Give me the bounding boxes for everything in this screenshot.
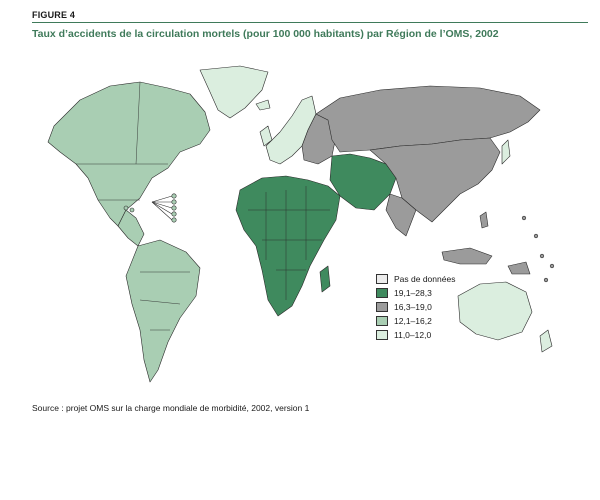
figure-title: Taux d’accidents de la circulation morte… [32, 28, 499, 40]
region-australia [457, 281, 533, 341]
header-rule [32, 22, 588, 23]
legend-item-low: 12,1–16,2 [376, 314, 455, 328]
legend-swatch [376, 302, 388, 312]
region-iceland [255, 99, 271, 111]
legend-item-no-data: Pas de données [376, 272, 455, 286]
region-africa [235, 175, 341, 317]
legend-label: 11,0–12,0 [394, 330, 432, 340]
region-north-america [47, 81, 211, 227]
caribbean-callouts [123, 193, 177, 223]
source-note: Source : projet OMS sur la charge mondia… [32, 403, 310, 413]
legend-label: 12,1–16,2 [394, 316, 432, 326]
legend-item-lowest: 11,0–12,0 [376, 328, 455, 342]
legend-swatch [376, 288, 388, 298]
region-uk [259, 125, 273, 147]
legend-label: 19,1–28,3 [394, 288, 432, 298]
region-madagascar [319, 265, 331, 293]
legend-swatch [376, 316, 388, 326]
region-greenland [199, 65, 269, 119]
region-south-east-asia [369, 137, 501, 223]
region-russia [315, 85, 541, 153]
region-japan [501, 139, 511, 165]
legend-swatch [376, 274, 388, 284]
region-south-america [125, 239, 201, 383]
legend-swatch [376, 330, 388, 340]
region-philippines [479, 211, 489, 229]
region-png [507, 261, 531, 275]
region-indonesia [441, 247, 493, 265]
legend-label: Pas de données [394, 274, 456, 284]
world-map [47, 65, 555, 383]
legend-item-mid: 16,3–19,0 [376, 300, 455, 314]
map-legend: Pas de données 19,1–28,3 16,3–19,0 12,1–… [376, 272, 455, 342]
figure-label: FIGURE 4 [32, 10, 76, 20]
legend-item-high: 19,1–28,3 [376, 286, 455, 300]
pacific-islands [521, 215, 555, 283]
legend-label: 16,3–19,0 [394, 302, 432, 312]
region-new-zealand [539, 329, 553, 353]
region-india [385, 193, 417, 237]
